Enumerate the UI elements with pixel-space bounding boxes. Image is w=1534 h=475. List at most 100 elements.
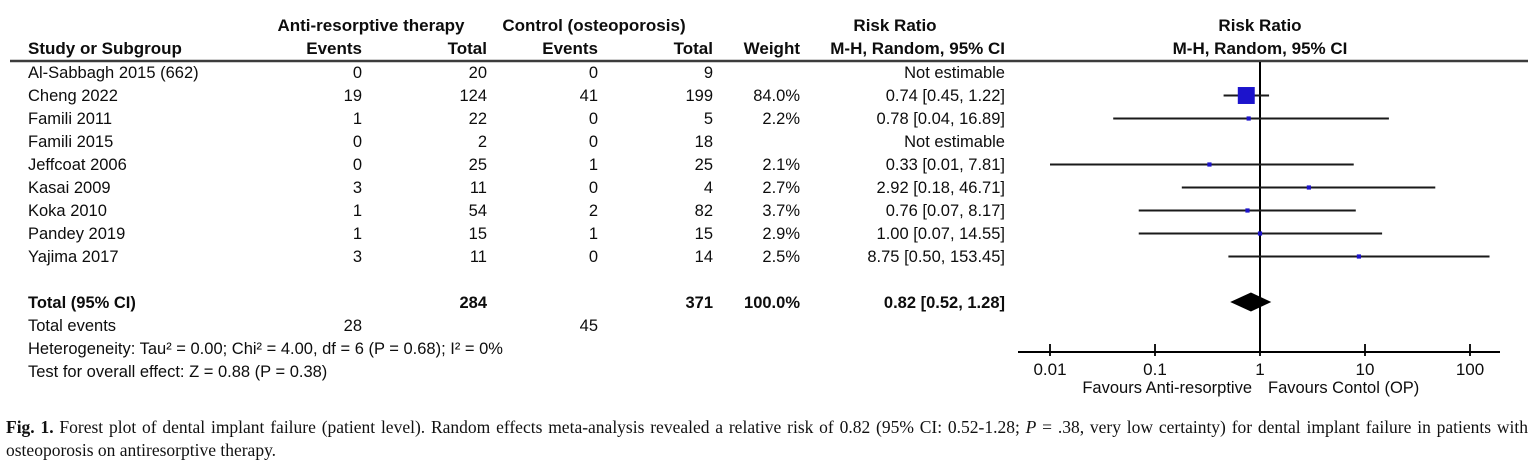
exp-events-value: 1 [353,202,362,220]
exp-total-value: 11 [470,179,487,197]
heterogeneity-text: Heterogeneity: Tau² = 0.00; Chi² = 4.00,… [28,340,503,358]
weight-value: 2.7% [762,179,800,197]
header-ctl-events: Events [542,39,598,58]
ctl-total-value: 18 [695,133,713,151]
effect-marker [1306,185,1311,190]
study-name-label: Cheng 2022 [28,87,118,105]
x-axis-tick-label: 1 [1255,360,1264,379]
header-exp-total: Total [448,39,487,58]
risk-ratio-ci-value: 1.00 [0.07, 14.55] [877,225,1005,243]
total-ctl-total: 371 [685,294,713,312]
exp-events-value: 0 [353,64,362,82]
effect-marker [1257,231,1263,236]
exp-events-value: 19 [344,87,362,105]
ctl-total-value: 15 [695,225,713,243]
caption-segment: P [1025,417,1037,437]
ctl-total-value: 199 [685,87,713,105]
total-label: Total (95% CI) [28,294,136,312]
exp-total-value: 22 [469,110,487,128]
study-name-label: Famili 2011 [28,110,112,128]
total-weight: 100.0% [744,294,800,312]
effect-marker [1246,116,1251,121]
header-study: Study or Subgroup [28,39,182,58]
weight-value: 2.5% [762,248,800,266]
total-row: Total (95% CI) 284 371 100.0% 0.82 [0.52, 1.… [28,292,1272,312]
ctl-events-value: 1 [589,225,598,243]
study-name-label: Pandey 2019 [28,225,125,243]
header-risk-ratio-plot: Risk Ratio [1218,16,1301,35]
x-axis-tick-label: 0.1 [1143,360,1167,379]
favours-left-label: Favours Anti-resorptive [1082,379,1252,397]
risk-ratio-ci-value: Not estimable [904,133,1005,151]
study-row: Koka 2010 1 54 2 82 3.7% 0.76 [0.07, 8.17] [28,202,1356,220]
weight-value: 3.7% [762,202,800,220]
study-row: Famili 2015 0 2 0 18 Not estimable [28,133,1005,151]
study-row: Jeffcoat 2006 0 25 1 25 2.1% 0.33 [0.01, 7.81] [28,156,1354,174]
exp-total-value: 54 [469,202,487,220]
header-group-experimental: Anti-resorptive therapy [277,16,465,35]
ctl-events-value: 2 [589,202,598,220]
x-axis-tick-label: 0.01 [1033,360,1066,379]
overall-effect-text: Test for overall effect: Z = 0.88 (P = 0… [28,363,327,381]
exp-total-value: 2 [478,133,487,151]
caption-segment: Forest plot of dental implant failure (p… [53,417,1026,437]
exp-events-value: 0 [353,156,362,174]
exp-total-value: 124 [459,87,487,105]
effect-marker [1237,87,1255,104]
exp-events-value: 3 [353,179,362,197]
study-name-label: Famili 2015 [28,133,113,151]
total-events-exp: 28 [344,317,362,335]
header-risk-ratio-text: Risk Ratio [853,16,936,35]
weight-value: 2.1% [762,156,800,174]
exp-total-value: 11 [470,248,487,266]
risk-ratio-ci-value: 0.74 [0.45, 1.22] [886,87,1005,105]
total-exp-total: 284 [459,294,487,312]
study-name-label: Yajima 2017 [28,248,119,266]
weight-value: 84.0% [753,87,800,105]
x-axis-tick-label: 10 [1356,360,1375,379]
weight-value: 2.9% [762,225,800,243]
forest-plot-figure: Anti-resorptive therapy Control (osteopor… [10,16,1528,397]
header-mh-random-plot: M-H, Random, 95% CI [1173,39,1348,58]
caption-segment: Fig. 1. [6,417,54,437]
effect-marker [1245,208,1250,213]
total-events-ctl: 45 [580,317,598,335]
study-row: Famili 2011 1 22 0 5 2.2% 0.78 [0.04, 16.89] [28,110,1389,128]
header-group-control: Control (osteoporosis) [502,16,685,35]
exp-total-value: 15 [469,225,487,243]
total-diamond [1230,292,1272,312]
risk-ratio-ci-value: 2.92 [0.18, 46.71] [877,179,1005,197]
exp-total-value: 20 [469,64,487,82]
risk-ratio-ci-value: 0.76 [0.07, 8.17] [886,202,1005,220]
ctl-events-value: 0 [589,64,598,82]
study-row: Al-Sabbagh 2015 (662) 0 20 0 9 Not estimable [28,64,1005,82]
weight-value: 2.2% [762,110,800,128]
effect-marker [1207,162,1212,167]
ctl-events-value: 0 [589,179,598,197]
risk-ratio-ci-value: 8.75 [0.50, 153.45] [867,248,1005,266]
ctl-total-value: 9 [704,64,713,82]
risk-ratio-ci-value: 0.78 [0.04, 16.89] [877,110,1005,128]
exp-events-value: 3 [353,248,362,266]
ctl-total-value: 14 [695,248,713,266]
header-mh-random: M-H, Random, 95% CI [830,39,1005,58]
total-events-label: Total events [28,317,116,335]
exp-events-value: 1 [353,110,362,128]
study-row: Pandey 2019 1 15 1 15 2.9% 1.00 [0.07, 14.55] [28,225,1383,243]
header-ctl-total: Total [674,39,713,58]
ctl-total-value: 4 [704,179,713,197]
ctl-events-value: 0 [589,248,598,266]
ctl-total-value: 82 [695,202,713,220]
header-exp-events: Events [306,39,362,58]
study-row: Yajima 2017 3 11 0 14 2.5% 8.75 [0.50, 153.45] [28,248,1490,266]
favours-right-label: Favours Contol (OP) [1268,379,1419,397]
x-axis-tick-label: 100 [1456,360,1484,379]
study-name-label: Kasai 2009 [28,179,111,197]
caption-segment: = .38, very low certainty) for dental im… [6,417,1528,461]
ctl-events-value: 1 [589,156,598,174]
ctl-total-value: 5 [704,110,713,128]
study-row: Kasai 2009 3 11 0 4 2.7% 2.92 [0.18, 46.71] [28,179,1436,197]
study-name-label: Jeffcoat 2006 [28,156,127,174]
ctl-events-value: 0 [589,110,598,128]
header-weight: Weight [744,39,801,58]
